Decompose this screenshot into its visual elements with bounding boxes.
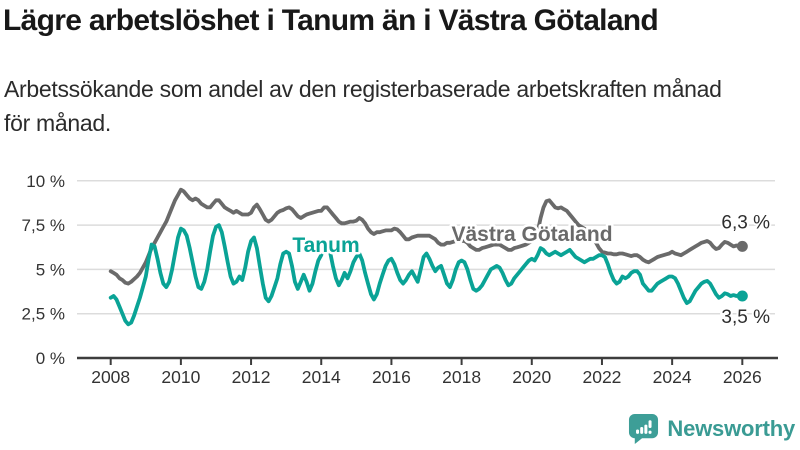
chart-subtitle: Arbetssökande som andel av den registerb… — [4, 72, 800, 140]
x-axis-tick-label: 2012 — [232, 367, 271, 387]
page-title: Lägre arbetslöshet i Tanum än i Västra G… — [3, 4, 659, 37]
x-axis-tick-label: 2024 — [653, 367, 692, 387]
chart-subtitle-line1: Arbetssökande som andel av den registerb… — [4, 76, 722, 102]
series-line-v-stra-g-taland — [108, 187, 745, 286]
x-axis-tick-label: 2010 — [161, 367, 200, 387]
series-end-dot — [736, 290, 748, 302]
y-axis-tick-label: 5 % — [36, 260, 65, 279]
y-axis-tick-label: 0 % — [36, 349, 65, 368]
x-axis-tick-label: 2026 — [723, 367, 762, 387]
series-end-value-label: 6,3 % — [721, 212, 770, 233]
y-axis-tick-label: 2,5 % — [22, 305, 65, 324]
y-axis-tick-label: 7,5 % — [22, 216, 65, 235]
x-axis-tick-label: 2018 — [442, 367, 481, 387]
newsworthy-attribution: Newsworthy — [628, 413, 795, 444]
series-name-label: Tanum — [292, 234, 359, 257]
y-axis-tick-label: 10 % — [26, 172, 65, 191]
chart-subtitle-line2: för månad. — [4, 110, 111, 136]
series-end-value-label: 3,5 % — [721, 307, 770, 328]
x-axis-tick-label: 2022 — [582, 367, 621, 387]
x-axis-tick-label: 2020 — [512, 367, 551, 387]
newsworthy-wordmark: Newsworthy — [667, 415, 795, 441]
x-axis-tick-label: 2016 — [372, 367, 411, 387]
series-end-dot — [736, 240, 748, 252]
series-line-tanum — [108, 223, 745, 327]
unemployment-chart: 0 % 2,5 % 5 % 7,5 % 10 % 2008 2010 2012 2014 2016… — [22, 172, 778, 387]
series-name-label: Västra Götaland — [451, 223, 612, 246]
newsworthy-logo-icon — [629, 413, 659, 444]
x-axis-tick-label: 2014 — [302, 367, 341, 387]
x-axis-tick-label: 2008 — [91, 367, 130, 387]
